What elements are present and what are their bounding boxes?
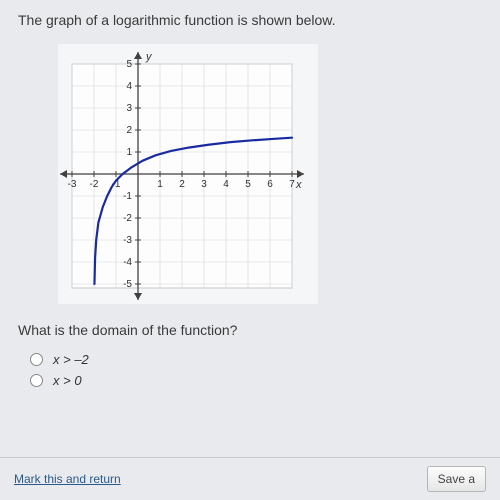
option-label: x > 0: [53, 373, 82, 388]
svg-text:-3: -3: [68, 179, 77, 190]
svg-text:2: 2: [126, 125, 132, 136]
svg-text:5: 5: [126, 59, 132, 70]
mark-return-link[interactable]: Mark this and return: [14, 472, 121, 486]
radio-icon[interactable]: [30, 374, 43, 387]
question-text: The graph of a logarithmic function is s…: [18, 12, 482, 28]
option-row[interactable]: x > –2: [30, 352, 482, 367]
footer-bar: Mark this and return Save a: [0, 457, 500, 500]
graph: -3-2-11234567-5-4-3-2-112345yx: [58, 44, 318, 304]
svg-text:-1: -1: [123, 191, 132, 202]
svg-text:4: 4: [223, 179, 229, 190]
svg-text:6: 6: [267, 179, 273, 190]
svg-text:-4: -4: [123, 257, 132, 268]
svg-text:x: x: [295, 179, 302, 191]
option-label: x > –2: [53, 352, 89, 367]
svg-text:-3: -3: [123, 235, 132, 246]
svg-text:3: 3: [201, 179, 207, 190]
svg-text:1: 1: [157, 179, 163, 190]
svg-text:1: 1: [126, 147, 132, 158]
svg-text:y: y: [145, 51, 153, 63]
option-row[interactable]: x > 0: [30, 373, 482, 388]
svg-text:-5: -5: [123, 279, 132, 290]
svg-text:3: 3: [126, 103, 132, 114]
svg-text:-2: -2: [90, 179, 99, 190]
svg-text:2: 2: [179, 179, 185, 190]
svg-text:-2: -2: [123, 213, 132, 224]
svg-text:5: 5: [245, 179, 251, 190]
svg-text:4: 4: [126, 81, 132, 92]
svg-text:7: 7: [289, 179, 295, 190]
sub-question-text: What is the domain of the function?: [18, 322, 482, 338]
radio-icon[interactable]: [30, 353, 43, 366]
save-button[interactable]: Save a: [427, 466, 486, 492]
